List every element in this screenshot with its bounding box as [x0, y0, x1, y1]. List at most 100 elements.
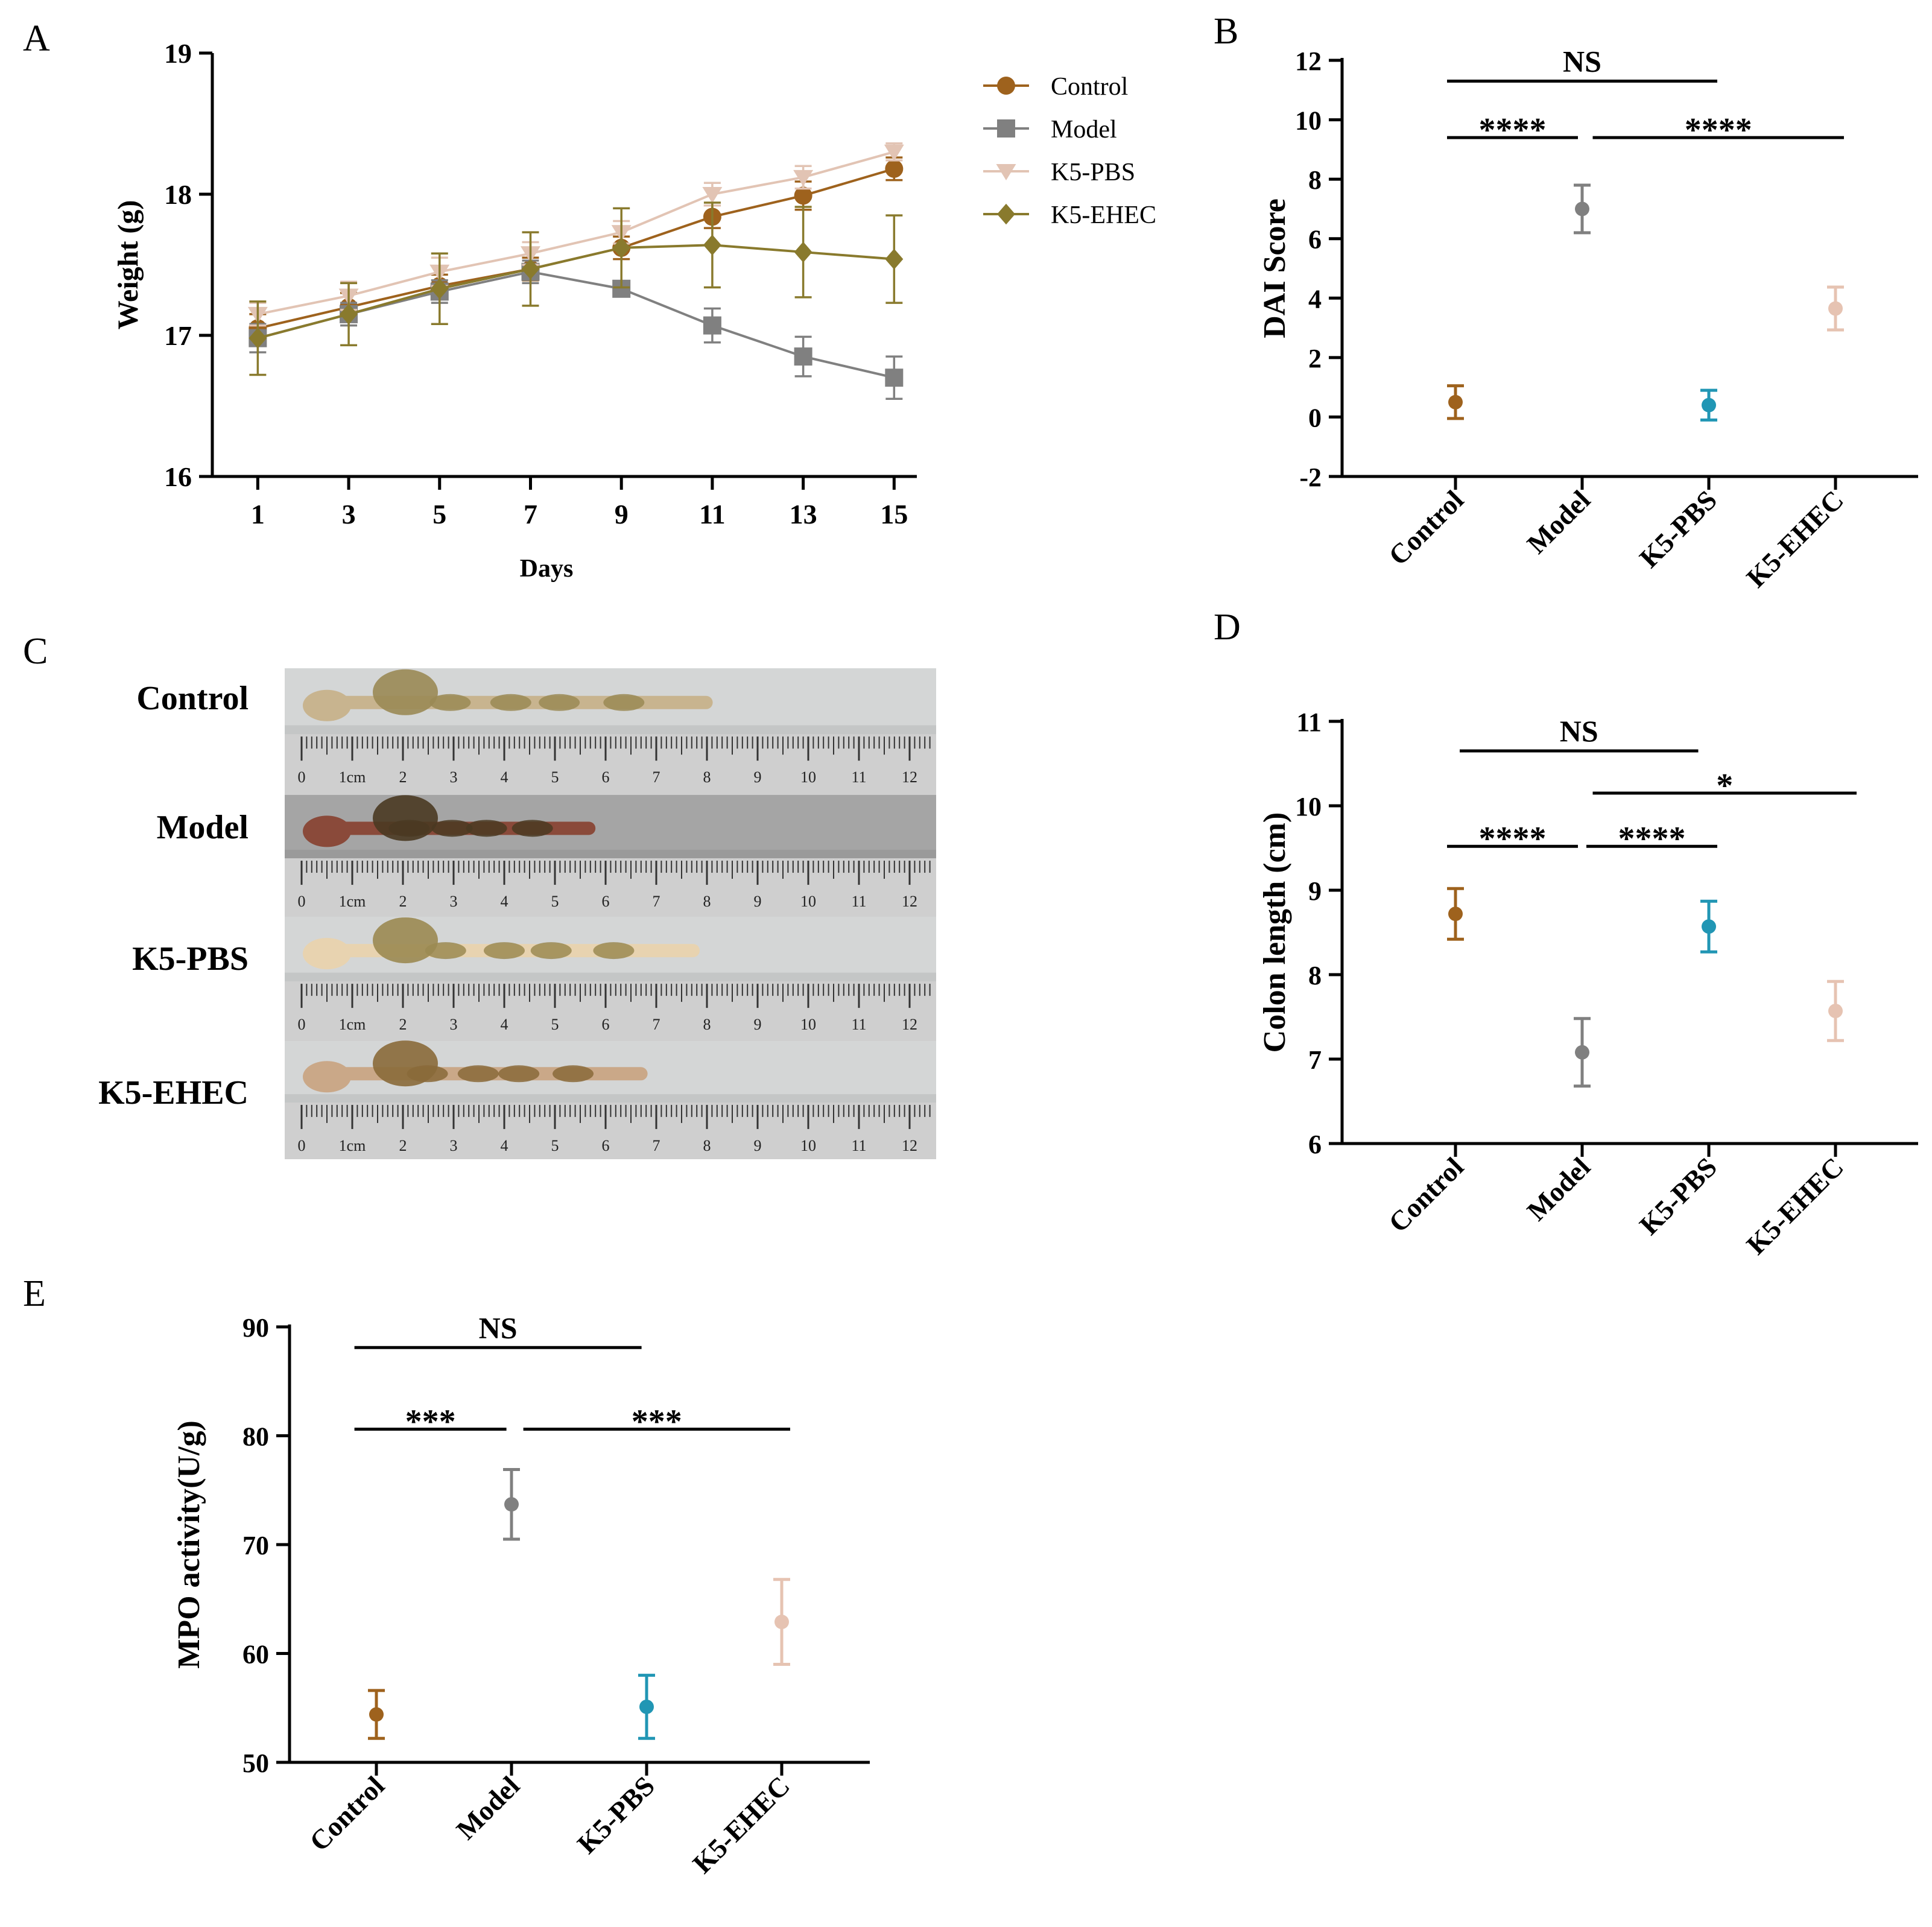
x-tick-label: 15: [880, 499, 908, 530]
ruler-label: 2: [399, 768, 407, 786]
group-control: [368, 1689, 385, 1740]
colon-pellet: [539, 694, 580, 711]
y-tick-label: 4: [1308, 284, 1322, 314]
y-tick-label: 50: [242, 1748, 269, 1778]
ruler-label: 9: [754, 768, 762, 786]
ruler-label: 5: [551, 1016, 559, 1033]
y-tick-label: 70: [242, 1531, 269, 1560]
ruler-label: 10: [800, 1137, 816, 1154]
ruler-label: 11: [851, 1016, 866, 1033]
y-tick-label: 2: [1308, 344, 1322, 373]
ruler-label: 0: [298, 1016, 306, 1033]
data-point: [249, 327, 267, 349]
x-tick-label: 9: [615, 499, 629, 530]
y-tick-label: 9: [1308, 876, 1322, 906]
ruler-label: 4: [501, 1016, 508, 1033]
photo-row-k5-pbs: K5-PBS 0 1cm 2 3 4 5 6 7 8 9 10 11 12: [132, 917, 936, 1041]
ruler-label: 12: [902, 1016, 917, 1033]
category-label: Control: [303, 1770, 390, 1857]
category-label: K5-PBS: [1633, 1151, 1723, 1241]
colon-pellet: [429, 694, 471, 711]
colon-cecum: [373, 917, 438, 964]
y-tick-label: -2: [1299, 463, 1322, 492]
category-label: K5-EHEC: [686, 1770, 796, 1879]
photo-row-label: Control: [136, 680, 249, 717]
ruler-label: 1cm: [339, 768, 366, 786]
data-point: [340, 303, 358, 325]
data-point: [1575, 1045, 1589, 1060]
panel-letter-c: C: [23, 631, 48, 672]
significance-label: ****: [1685, 112, 1752, 149]
category-label: Model: [450, 1770, 525, 1846]
y-tick-label: 90: [242, 1313, 269, 1343]
data-point: [884, 144, 904, 161]
ruler-label: 4: [501, 768, 508, 786]
colon-pellet: [431, 820, 473, 837]
data-point: [997, 203, 1015, 225]
significance-label: NS: [479, 1311, 518, 1344]
ruler-label: 10: [800, 893, 816, 910]
data-point: [369, 1707, 384, 1722]
data-point: [1448, 907, 1463, 922]
significance-label: ****: [1479, 820, 1547, 858]
ruler-label: 4: [501, 893, 508, 910]
photo-row-label: K5-PBS: [132, 940, 249, 978]
y-tick-label: 8: [1308, 961, 1322, 990]
ruler-label: 2: [399, 1137, 407, 1154]
data-point: [612, 237, 631, 259]
significance-label: ***: [405, 1403, 456, 1441]
ruler-label: 3: [450, 1016, 458, 1033]
group-k5-pbs: [638, 1674, 655, 1740]
category-label: Control: [1382, 484, 1469, 571]
y-tick-label: 7: [1308, 1045, 1322, 1075]
data-point: [703, 234, 721, 256]
ruler-label: 11: [851, 893, 866, 910]
group-model: [1574, 1017, 1591, 1088]
colon-pellet: [603, 694, 645, 711]
significance-label: ****: [1479, 112, 1547, 149]
category-label: Control: [1382, 1151, 1469, 1238]
ruler-label: 5: [551, 768, 559, 786]
photo-row-label: K5-EHEC: [98, 1074, 249, 1112]
ruler-label: 8: [703, 893, 711, 910]
colon-cecum: [303, 938, 351, 970]
ruler-label: 0: [298, 893, 306, 910]
ruler-label: 1cm: [339, 1137, 366, 1154]
x-axis-label: Days: [520, 555, 574, 583]
y-axis-label: Weight (g): [112, 200, 144, 330]
data-point: [996, 164, 1016, 180]
group-k5-ehec: [1827, 979, 1844, 1042]
y-tick-label: 80: [242, 1422, 269, 1452]
ruler-label: 0: [298, 1137, 306, 1154]
data-point: [703, 316, 721, 335]
y-axis-label: MPO activity(U/g): [172, 1420, 206, 1669]
ruler-label: 9: [754, 1016, 762, 1033]
group-control: [1447, 887, 1464, 941]
y-tick-label: 17: [164, 320, 192, 351]
colon-cecum: [303, 689, 351, 721]
colon-pellet: [466, 820, 507, 837]
ruler-label: 1cm: [339, 893, 366, 910]
data-point: [997, 119, 1015, 138]
panel-letter-d: D: [1214, 607, 1241, 648]
data-point: [997, 77, 1015, 95]
significance-label: NS: [1563, 45, 1601, 78]
ruler-label: 6: [602, 893, 610, 910]
ruler-label: 8: [703, 1016, 711, 1033]
photo-row-model: Model 0 1cm 2 3 4 5 6 7 8 9 10 11 12: [157, 795, 936, 917]
x-tick-label: 13: [790, 499, 817, 530]
y-tick-label: 6: [1308, 225, 1322, 255]
data-point: [794, 186, 812, 205]
photo-row-label: Model: [157, 809, 249, 846]
colon-pellet: [388, 820, 430, 837]
colon-pellet: [457, 1065, 499, 1083]
ruler-label: 7: [653, 1137, 660, 1154]
y-axis-label: DAI Score: [1258, 198, 1292, 338]
y-tick-label: 6: [1308, 1130, 1322, 1159]
ruler-label: 9: [754, 893, 762, 910]
ruler-label: 5: [551, 893, 559, 910]
ruler-label: 3: [450, 1137, 458, 1154]
y-tick-label: 16: [164, 461, 192, 492]
colon-cecum: [303, 1061, 351, 1093]
